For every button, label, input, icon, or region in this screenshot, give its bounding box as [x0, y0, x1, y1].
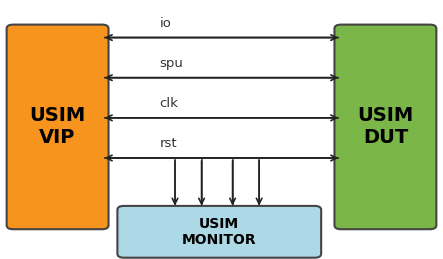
- Text: clk: clk: [159, 97, 179, 110]
- FancyBboxPatch shape: [117, 206, 321, 258]
- Text: USIM
VIP: USIM VIP: [30, 106, 85, 147]
- Text: spu: spu: [159, 57, 183, 70]
- Text: USIM
DUT: USIM DUT: [358, 106, 413, 147]
- Text: rst: rst: [159, 137, 177, 150]
- Text: USIM
MONITOR: USIM MONITOR: [182, 217, 256, 247]
- FancyBboxPatch shape: [334, 25, 436, 229]
- Text: io: io: [159, 17, 171, 30]
- FancyBboxPatch shape: [7, 25, 109, 229]
